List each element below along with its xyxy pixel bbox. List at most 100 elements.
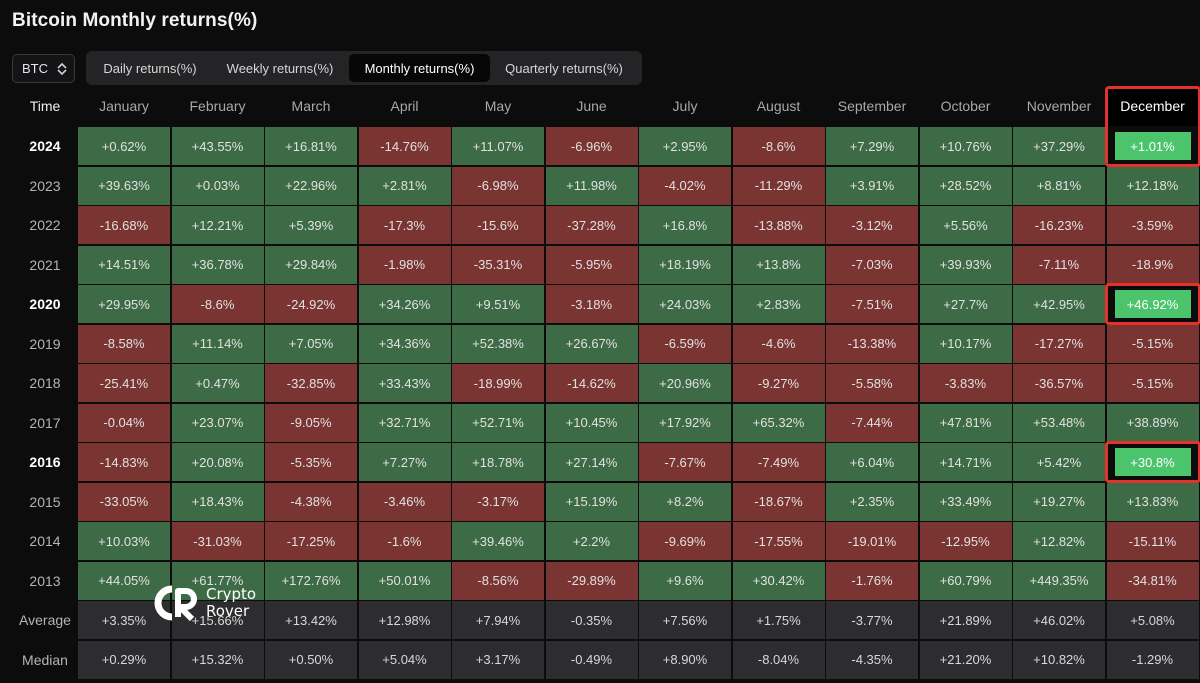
- return-cell-2023-january[interactable]: +39.63%: [78, 166, 170, 205]
- return-cell-2020-august[interactable]: +2.83%: [732, 285, 825, 323]
- return-cell-2016-june[interactable]: +27.14%: [545, 443, 638, 481]
- return-cell-median-april[interactable]: +5.04%: [358, 640, 451, 679]
- return-cell-2018-december[interactable]: -5.15%: [1106, 364, 1199, 402]
- return-cell-2017-july[interactable]: +17.92%: [639, 403, 731, 442]
- return-cell-2022-december[interactable]: -3.59%: [1106, 206, 1199, 244]
- tab-weekly-returns[interactable]: Weekly returns(%): [226, 60, 334, 76]
- return-cell-2024-august[interactable]: -8.6%: [732, 127, 825, 165]
- return-cell-2019-february[interactable]: +11.14%: [171, 324, 264, 363]
- return-cell-median-june[interactable]: -0.49%: [545, 640, 638, 679]
- return-cell-average-april[interactable]: +12.98%: [358, 601, 451, 639]
- return-cell-2018-october[interactable]: -3.83%: [919, 364, 1012, 402]
- column-header-december[interactable]: December: [1106, 86, 1199, 126]
- return-cell-2017-may[interactable]: +52.71%: [452, 403, 544, 442]
- return-cell-2021-march[interactable]: +29.84%: [265, 245, 357, 284]
- return-cell-2022-june[interactable]: -37.28%: [545, 206, 638, 244]
- return-cell-2021-june[interactable]: -5.95%: [545, 245, 638, 284]
- return-cell-2018-november[interactable]: -36.57%: [1013, 364, 1105, 402]
- return-cell-2013-july[interactable]: +9.6%: [639, 561, 731, 600]
- return-cell-2017-november[interactable]: +53.48%: [1013, 403, 1105, 442]
- return-cell-2023-february[interactable]: +0.03%: [171, 166, 264, 205]
- return-cell-median-august[interactable]: -8.04%: [732, 640, 825, 679]
- return-cell-2017-april[interactable]: +32.71%: [358, 403, 451, 442]
- return-cell-2017-september[interactable]: -7.44%: [826, 403, 918, 442]
- return-cell-2021-october[interactable]: +39.93%: [919, 245, 1012, 284]
- return-cell-2013-november[interactable]: +449.35%: [1013, 561, 1105, 600]
- return-cell-2015-july[interactable]: +8.2%: [639, 482, 731, 521]
- return-cell-2017-december[interactable]: +38.89%: [1106, 403, 1199, 442]
- return-cell-2020-october[interactable]: +27.7%: [919, 285, 1012, 323]
- column-header-february[interactable]: February: [189, 98, 246, 114]
- column-header-august[interactable]: August: [756, 98, 801, 114]
- return-cell-2020-september[interactable]: -7.51%: [826, 285, 918, 323]
- return-cell-2022-january[interactable]: -16.68%: [78, 206, 170, 244]
- return-cell-2014-july[interactable]: -9.69%: [639, 522, 731, 560]
- return-cell-2021-december[interactable]: -18.9%: [1106, 245, 1199, 284]
- return-cell-2016-october[interactable]: +14.71%: [919, 443, 1012, 481]
- return-cell-2023-october[interactable]: +28.52%: [919, 166, 1012, 205]
- return-cell-2020-june[interactable]: -3.18%: [545, 285, 638, 323]
- return-cell-2015-june[interactable]: +15.19%: [545, 482, 638, 521]
- return-cell-2019-december[interactable]: -5.15%: [1106, 324, 1199, 363]
- return-cell-2024-march[interactable]: +16.81%: [265, 127, 357, 165]
- return-cell-2013-march[interactable]: +172.76%: [265, 561, 357, 600]
- return-cell-2013-january[interactable]: +44.05%: [78, 561, 170, 600]
- return-cell-2014-february[interactable]: -31.03%: [171, 522, 264, 560]
- return-cell-2017-october[interactable]: +47.81%: [919, 403, 1012, 442]
- return-cell-2022-october[interactable]: +5.56%: [919, 206, 1012, 244]
- return-cell-2017-june[interactable]: +10.45%: [545, 403, 638, 442]
- return-cell-2022-february[interactable]: +12.21%: [171, 206, 264, 244]
- return-cell-2024-june[interactable]: -6.96%: [545, 127, 638, 165]
- return-cell-2021-september[interactable]: -7.03%: [826, 245, 918, 284]
- return-cell-2023-june[interactable]: +11.98%: [545, 166, 638, 205]
- return-cell-2020-april[interactable]: +34.26%: [358, 285, 451, 323]
- return-cell-2018-july[interactable]: +20.96%: [639, 364, 731, 402]
- return-cell-2014-january[interactable]: +10.03%: [78, 522, 170, 560]
- return-cell-2023-december[interactable]: +12.18%: [1106, 166, 1199, 205]
- return-cell-median-march[interactable]: +0.50%: [265, 640, 357, 679]
- return-cell-2021-january[interactable]: +14.51%: [78, 245, 170, 284]
- return-cell-average-november[interactable]: +46.02%: [1013, 601, 1105, 639]
- return-cell-2019-january[interactable]: -8.58%: [78, 324, 170, 363]
- return-cell-2018-march[interactable]: -32.85%: [265, 364, 357, 402]
- return-cell-2013-april[interactable]: +50.01%: [358, 561, 451, 600]
- return-cell-2022-july[interactable]: +16.8%: [639, 206, 731, 244]
- return-cell-2024-november[interactable]: +37.29%: [1013, 127, 1105, 165]
- return-cell-2023-november[interactable]: +8.81%: [1013, 166, 1105, 205]
- return-cell-average-march[interactable]: +13.42%: [265, 601, 357, 639]
- return-cell-2014-august[interactable]: -17.55%: [732, 522, 825, 560]
- return-cell-2014-november[interactable]: +12.82%: [1013, 522, 1105, 560]
- return-cell-2019-september[interactable]: -13.38%: [826, 324, 918, 363]
- tab-quarterly-returns[interactable]: Quarterly returns(%): [505, 60, 623, 76]
- return-cell-median-may[interactable]: +3.17%: [452, 640, 544, 679]
- return-cell-2015-march[interactable]: -4.38%: [265, 482, 357, 521]
- return-cell-2013-may[interactable]: -8.56%: [452, 561, 544, 600]
- return-cell-2018-august[interactable]: -9.27%: [732, 364, 825, 402]
- return-cell-average-october[interactable]: +21.89%: [919, 601, 1012, 639]
- return-cell-2013-october[interactable]: +60.79%: [919, 561, 1012, 600]
- return-cell-2014-december[interactable]: -15.11%: [1106, 522, 1199, 560]
- return-cell-2015-may[interactable]: -3.17%: [452, 482, 544, 521]
- return-cell-average-june[interactable]: -0.35%: [545, 601, 638, 639]
- return-cell-2020-november[interactable]: +42.95%: [1013, 285, 1105, 323]
- asset-selector[interactable]: BTC: [12, 54, 75, 83]
- return-cell-2015-december[interactable]: +13.83%: [1106, 482, 1199, 521]
- return-cell-2018-september[interactable]: -5.58%: [826, 364, 918, 402]
- return-cell-median-september[interactable]: -4.35%: [826, 640, 918, 679]
- return-cell-2019-march[interactable]: +7.05%: [265, 324, 357, 363]
- return-cell-2024-september[interactable]: +7.29%: [826, 127, 918, 165]
- return-cell-2013-september[interactable]: -1.76%: [826, 561, 918, 600]
- return-cell-2015-january[interactable]: -33.05%: [78, 482, 170, 521]
- return-cell-2014-april[interactable]: -1.6%: [358, 522, 451, 560]
- return-cell-2019-june[interactable]: +26.67%: [545, 324, 638, 363]
- return-cell-2014-may[interactable]: +39.46%: [452, 522, 544, 560]
- return-cell-2015-august[interactable]: -18.67%: [732, 482, 825, 521]
- return-cell-2016-december[interactable]: +30.8%: [1114, 448, 1191, 476]
- return-cell-2015-april[interactable]: -3.46%: [358, 482, 451, 521]
- return-cell-2015-november[interactable]: +19.27%: [1013, 482, 1105, 521]
- return-cell-2023-july[interactable]: -4.02%: [639, 166, 731, 205]
- return-cell-2018-january[interactable]: -25.41%: [78, 364, 170, 402]
- return-cell-2022-november[interactable]: -16.23%: [1013, 206, 1105, 244]
- return-cell-2016-february[interactable]: +20.08%: [171, 443, 264, 481]
- return-cell-2014-september[interactable]: -19.01%: [826, 522, 918, 560]
